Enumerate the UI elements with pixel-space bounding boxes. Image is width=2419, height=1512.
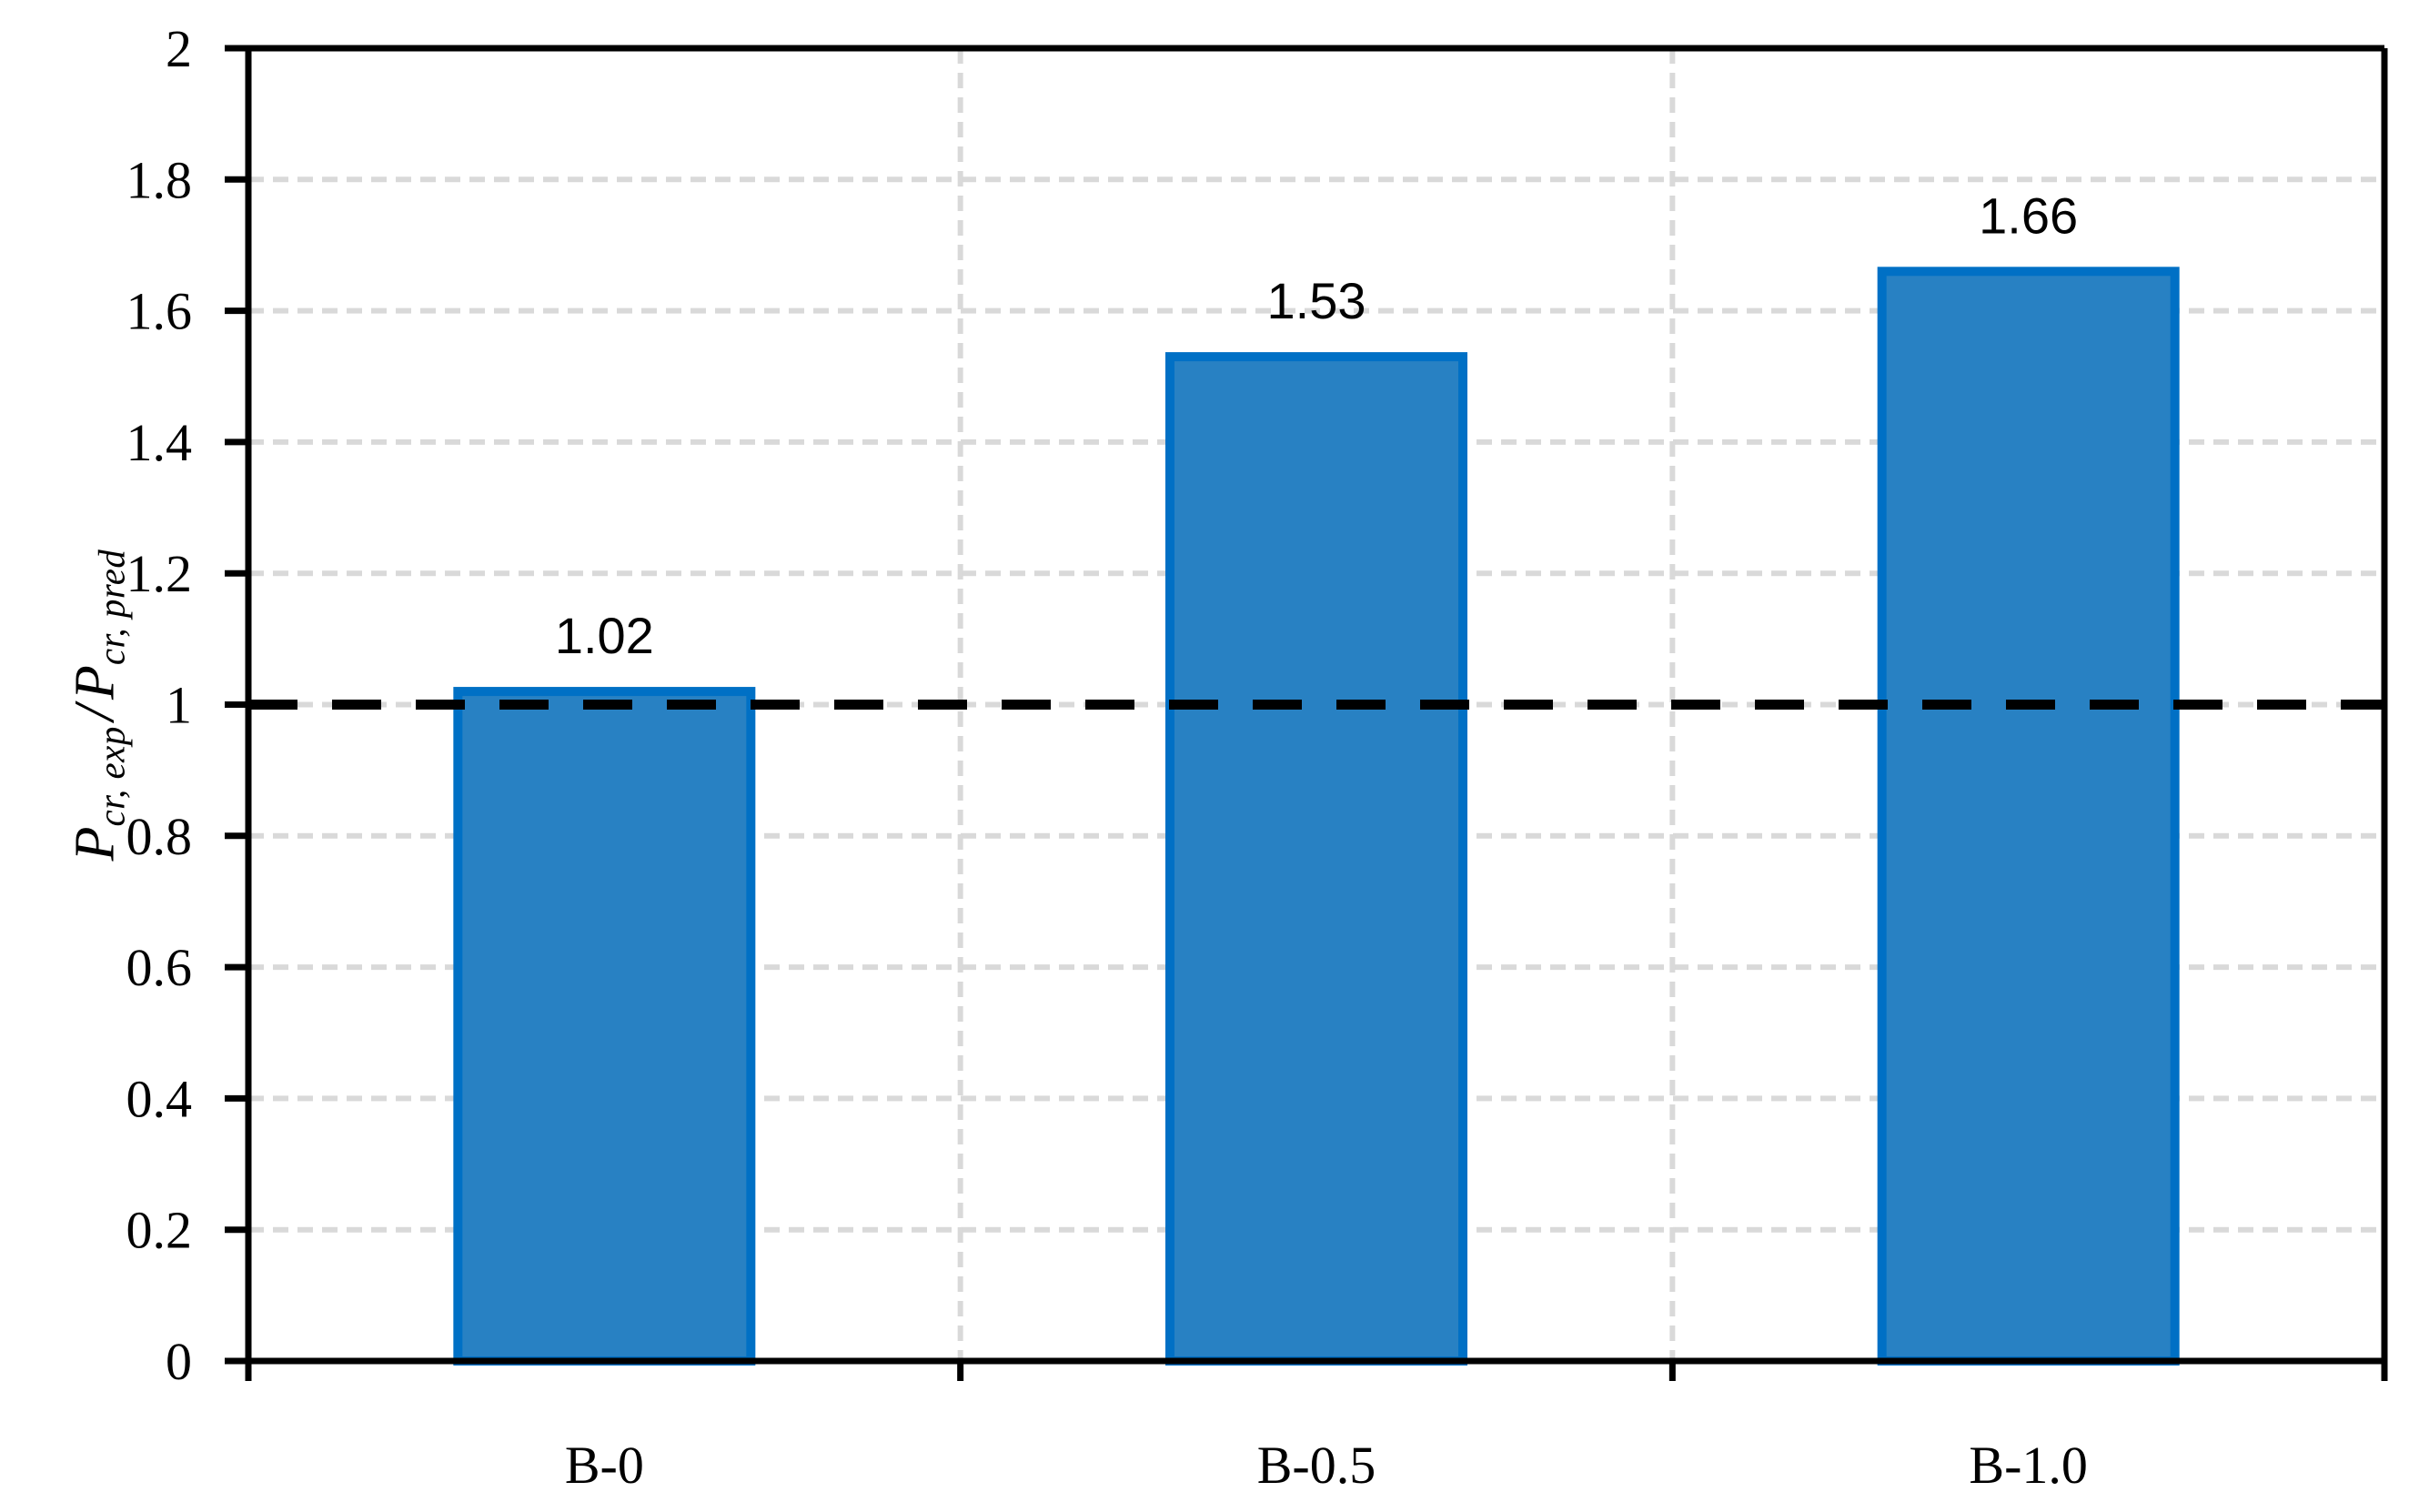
bar-value-label: 1.66	[1979, 186, 2078, 244]
y-tick-label: 0.2	[126, 1201, 193, 1260]
y-tick-label: 1.6	[126, 282, 193, 341]
y-tick-label: 1.8	[126, 150, 193, 209]
y-tick-label: 0.6	[126, 938, 193, 997]
x-category-label: B-1.0	[1969, 1436, 2088, 1495]
y-title-separator: /	[64, 704, 126, 721]
y-tick-label: 0	[166, 1332, 192, 1391]
y-tick-label: 0.4	[126, 1069, 193, 1128]
y-title-term2-subscript: cr, pred	[91, 549, 133, 666]
x-category-label: B-0.5	[1257, 1436, 1376, 1495]
y-title-term1-base: P	[64, 826, 126, 862]
y-title-term1-subscript: cr, exp	[91, 726, 133, 827]
bar-value-label: 1.02	[555, 607, 654, 664]
y-tick-label: 0.8	[126, 807, 193, 866]
y-tick-label: 1	[166, 676, 192, 735]
y-axis-title: Pcr, exp / Pcr, pred	[63, 549, 133, 862]
y-title-term2-base: P	[64, 665, 126, 700]
x-category-label: B-0	[565, 1436, 644, 1495]
bar	[1877, 267, 2180, 1366]
y-tick-label: 2	[166, 19, 192, 78]
y-tick-label: 1.2	[126, 544, 193, 603]
bar-value-label: 1.53	[1267, 272, 1366, 329]
y-tick-label: 1.4	[126, 413, 193, 472]
bar	[453, 687, 756, 1366]
bar	[1165, 352, 1467, 1366]
